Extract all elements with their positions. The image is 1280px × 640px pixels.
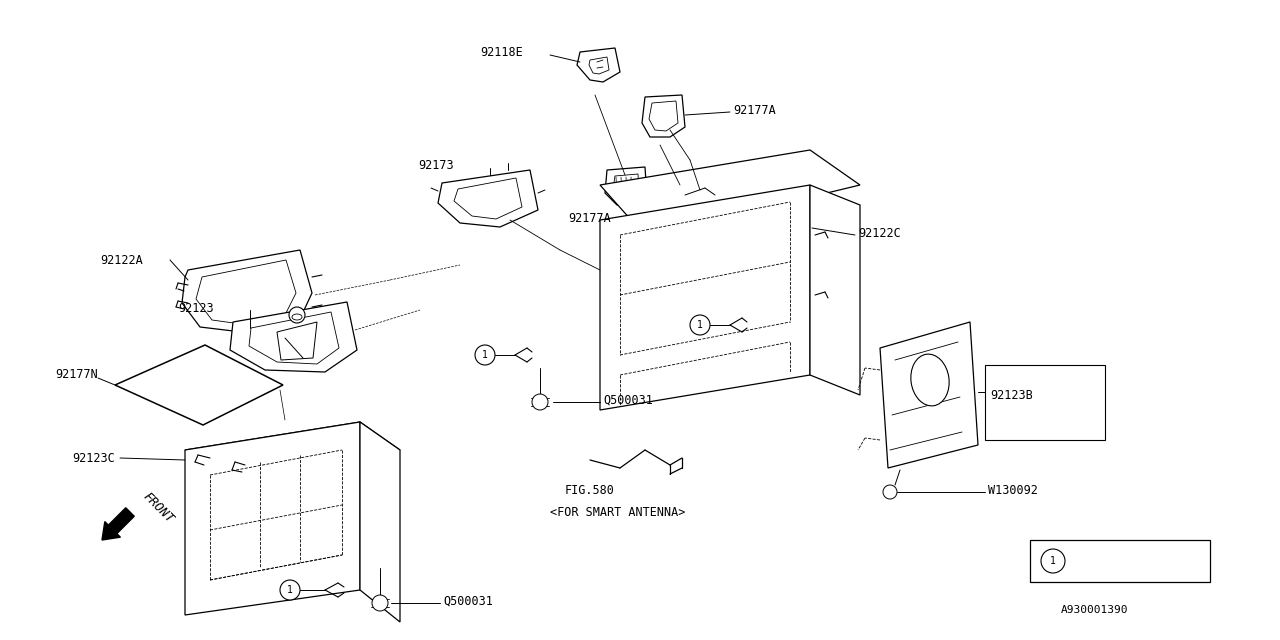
- Polygon shape: [186, 422, 399, 478]
- Text: 92118E: 92118E: [480, 45, 522, 58]
- Polygon shape: [881, 322, 978, 468]
- Ellipse shape: [292, 314, 302, 320]
- Text: A930001390: A930001390: [1061, 605, 1129, 615]
- Text: 92177A: 92177A: [568, 211, 611, 225]
- Text: FIG.580: FIG.580: [564, 483, 614, 497]
- Text: 92177A: 92177A: [733, 104, 776, 116]
- Text: W130092: W130092: [988, 483, 1038, 497]
- Polygon shape: [182, 250, 312, 333]
- Polygon shape: [454, 178, 522, 219]
- Polygon shape: [643, 95, 685, 137]
- Polygon shape: [810, 185, 860, 395]
- Text: Q500031: Q500031: [603, 394, 653, 406]
- FancyArrow shape: [102, 508, 134, 540]
- Circle shape: [690, 315, 710, 335]
- Text: 92177N: 92177N: [55, 367, 97, 381]
- Text: 92122C: 92122C: [858, 227, 901, 239]
- Polygon shape: [186, 422, 360, 615]
- Text: <FOR SMART ANTENNA>: <FOR SMART ANTENNA>: [550, 506, 685, 518]
- Polygon shape: [360, 422, 399, 622]
- Circle shape: [372, 595, 388, 611]
- Text: 1: 1: [698, 320, 703, 330]
- Text: 92123: 92123: [178, 301, 214, 314]
- Text: 1: 1: [483, 350, 488, 360]
- Polygon shape: [589, 57, 609, 74]
- Text: 1: 1: [287, 585, 293, 595]
- Polygon shape: [115, 345, 283, 425]
- Text: Q500031: Q500031: [443, 595, 493, 607]
- Circle shape: [532, 394, 548, 410]
- Text: 92173: 92173: [419, 159, 453, 172]
- Circle shape: [280, 580, 300, 600]
- Polygon shape: [438, 170, 538, 227]
- Polygon shape: [600, 185, 810, 410]
- Text: 1: 1: [1050, 556, 1056, 566]
- Bar: [1030, 540, 1210, 582]
- Polygon shape: [196, 260, 296, 325]
- Circle shape: [883, 485, 897, 499]
- Text: 92123C: 92123C: [72, 451, 115, 465]
- Text: FRONT: FRONT: [140, 490, 175, 526]
- Polygon shape: [230, 302, 357, 372]
- Polygon shape: [577, 48, 620, 82]
- Circle shape: [1041, 549, 1065, 573]
- Text: 92123B: 92123B: [989, 388, 1033, 401]
- Polygon shape: [276, 322, 317, 360]
- Polygon shape: [649, 101, 678, 131]
- Circle shape: [475, 345, 495, 365]
- Text: W130251: W130251: [1088, 554, 1140, 568]
- Polygon shape: [600, 150, 860, 235]
- Polygon shape: [613, 174, 639, 198]
- Circle shape: [289, 307, 305, 323]
- Text: 92122A: 92122A: [100, 253, 143, 266]
- Ellipse shape: [911, 354, 950, 406]
- Polygon shape: [250, 312, 339, 364]
- Polygon shape: [605, 167, 646, 205]
